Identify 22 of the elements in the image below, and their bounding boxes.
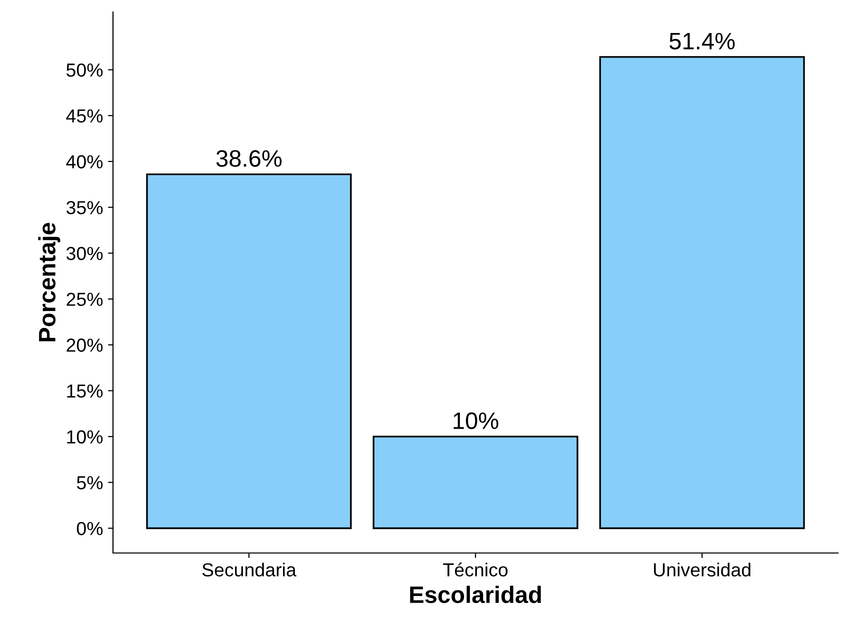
y-tick-label: 15% [67,384,103,398]
bar [599,56,805,530]
bar [146,173,352,530]
bar [372,436,578,530]
data-label: 10% [454,412,498,430]
y-tick-label: 35% [66,201,103,214]
y-tick-label: 45% [66,109,103,123]
data-label: 51.4% [670,32,735,50]
y-axis-title: Porcentaje [38,222,60,342]
y-tick-label: 20% [66,338,103,352]
x-tick-label: Universidad [654,562,750,576]
y-tick-label: 10% [67,430,103,444]
y-tick-label: 40% [66,155,103,168]
y-tick-label: 25% [66,292,103,306]
data-label: 38.6% [216,150,282,167]
x-axis-title: Escolaridad [410,586,541,604]
y-tick-label: 30% [66,246,103,260]
y-tick-label: 50% [66,63,103,77]
x-tick-label: Técnico [443,562,508,576]
y-tick-label: 5% [76,476,103,490]
x-tick-label: Secundaria [202,562,296,576]
y-tick-label: 0% [76,522,103,536]
